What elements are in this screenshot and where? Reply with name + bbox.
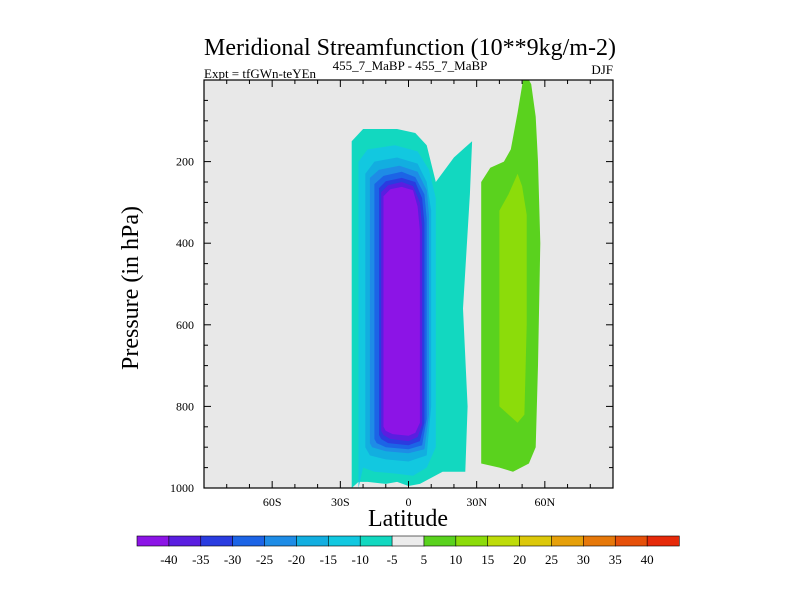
colorbar-level-label: 20 (513, 552, 526, 567)
colorbar-level-label: 5 (421, 552, 428, 567)
colorbar-swatch (551, 535, 584, 547)
colorbar-level-label: -10 (352, 552, 369, 567)
colorbar-level-label: 30 (577, 552, 590, 567)
colorbar-swatch (423, 535, 457, 547)
colorbar-swatch (200, 535, 234, 547)
southern-cell-contour-level (383, 186, 420, 436)
colorbar-swatch (583, 535, 616, 547)
x-tick-label: 30N (466, 495, 487, 509)
northern-cell-contour-level (499, 173, 527, 423)
x-tick-label: 0 (406, 495, 412, 509)
colorbar-level-label: -5 (387, 552, 398, 567)
colorbar-swatch (391, 535, 425, 547)
colorbar-level-label: -40 (160, 552, 177, 567)
colorbar-level-label: 15 (481, 552, 494, 567)
colorbar-swatch (136, 535, 170, 547)
colorbar-level-label: 35 (609, 552, 622, 567)
colorbar-level-label: 10 (449, 552, 462, 567)
y-axis-label: Pressure (in hPa) (118, 206, 144, 370)
colorbar-swatch (455, 535, 489, 547)
season-label: DJF (591, 62, 613, 77)
y-tick-label: 800 (176, 399, 194, 413)
experiment-difference-label: 455_7_MaBP - 455_7_MaBP (333, 58, 488, 73)
axes: 60S 30S 0 30N 60N 200 400 600 800 1000 (170, 80, 613, 509)
colorbar-level-label: -30 (224, 552, 241, 567)
colorbar-swatch (232, 535, 266, 547)
y-tick-label: 400 (176, 236, 194, 250)
colorbar-swatch (168, 535, 202, 547)
x-tick-label: 60N (534, 495, 555, 509)
colorbar: -40 -35 -30 -25 -20 -15 -10 -5 5 10 15 20 25 30 35 40 (136, 535, 680, 567)
colorbar-level-label: -35 (192, 552, 209, 567)
x-axis-label: Latitude (368, 506, 448, 532)
colorbar-swatch (646, 535, 680, 547)
colorbar-level-label: 25 (545, 552, 558, 567)
colorbar-swatch (327, 535, 361, 547)
colorbar-level-label: 40 (641, 552, 654, 567)
colorbar-level-label: -15 (320, 552, 337, 567)
colorbar-swatch (264, 535, 298, 547)
colorbar-level-label: -25 (256, 552, 273, 567)
y-tick-label: 1000 (170, 481, 194, 495)
experiment-label: Expt = tfGWn-teYEn (204, 66, 317, 81)
colorbar-swatch (487, 535, 521, 547)
contour-fill-layer (351, 80, 541, 488)
colorbar-swatch (359, 535, 393, 547)
colorbar-swatch (519, 535, 553, 547)
chart-title: Meridional Streamfunction (10**9kg/m-2) (204, 35, 616, 61)
x-tick-label: 60S (263, 495, 282, 509)
x-tick-label: 30S (331, 495, 350, 509)
colorbar-swatch (614, 535, 648, 547)
colorbar-level-label: -20 (288, 552, 305, 567)
y-tick-label: 200 (176, 155, 194, 169)
y-tick-label: 600 (176, 318, 194, 332)
colorbar-swatch (296, 535, 329, 547)
